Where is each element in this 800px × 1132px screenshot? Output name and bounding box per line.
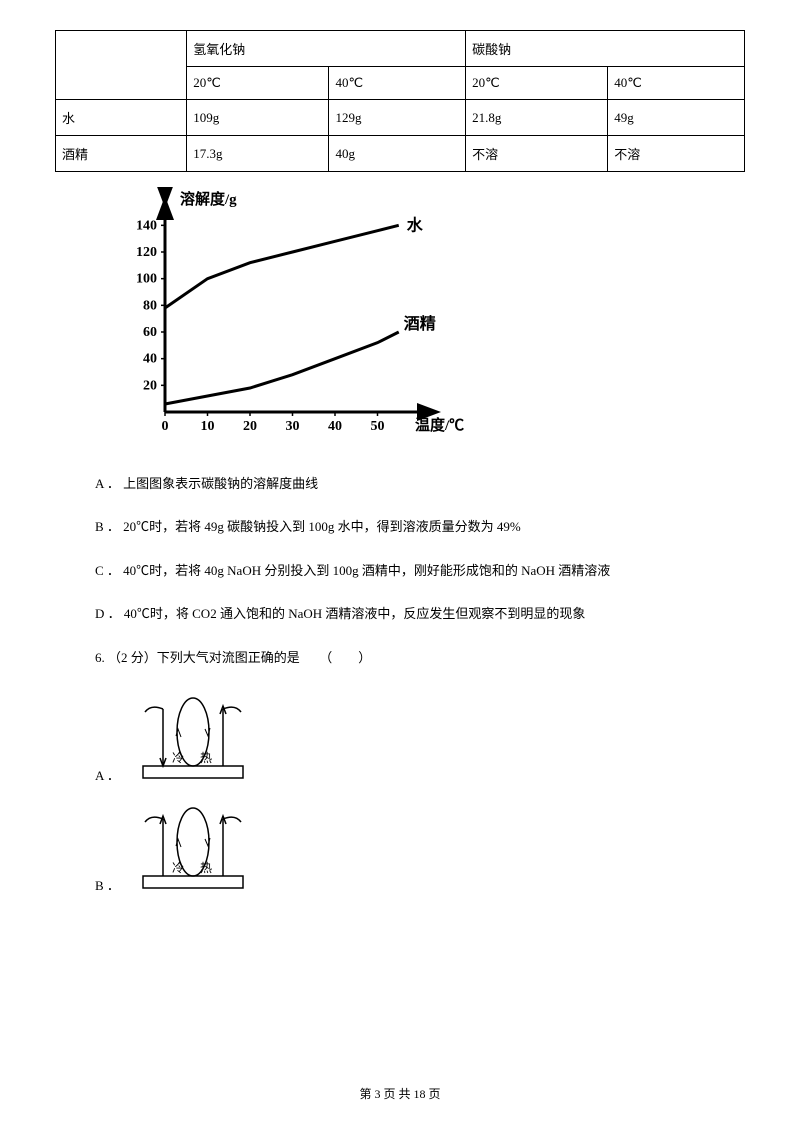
svg-text:水: 水 xyxy=(407,215,424,234)
diagram-b-label: B ． xyxy=(95,875,120,894)
svg-text:溶解度/g: 溶解度/g xyxy=(180,190,237,208)
svg-text:20: 20 xyxy=(243,419,257,434)
diagram-option-b: B ． 冷热 xyxy=(95,804,745,894)
svg-text:冷: 冷 xyxy=(172,861,184,875)
row-alcohol-v1: 17.3g xyxy=(187,136,329,172)
svg-text:80: 80 xyxy=(143,298,157,313)
temp-4: 40℃ xyxy=(608,67,745,100)
option-c: C ． 40℃时，若将 40g NaOH 分别投入到 100g 酒精中，刚好能形… xyxy=(95,559,745,582)
table-header-2: 碳酸钠 xyxy=(466,31,745,67)
svg-text:100: 100 xyxy=(136,272,157,287)
solubility-table: 氢氧化钠 碳酸钠 20℃ 40℃ 20℃ 40℃ 水 109g 129g 21.… xyxy=(55,30,745,172)
chart-svg: 140 120 100 80 60 40 20 0 10 20 30 40 50 溶解度/g 温度/℃ 水酒精 xyxy=(110,187,470,447)
svg-text:10: 10 xyxy=(201,419,215,434)
svg-text:0: 0 xyxy=(162,419,169,434)
solubility-chart: 140 120 100 80 60 40 20 0 10 20 30 40 50 溶解度/g 温度/℃ 水酒精 xyxy=(110,187,745,447)
page-footer: 第 3 页 共 18 页 xyxy=(0,1085,800,1102)
svg-text:40: 40 xyxy=(143,352,157,367)
row-water-label: 水 xyxy=(56,100,187,136)
diagram-option-a: A ． 冷热 xyxy=(95,694,745,784)
svg-text:140: 140 xyxy=(136,218,157,233)
svg-text:60: 60 xyxy=(143,325,157,340)
svg-text:热: 热 xyxy=(200,751,212,765)
row-alcohol-v3: 不溶 xyxy=(466,136,608,172)
row-water-v4: 49g xyxy=(608,100,745,136)
option-a: A ． 上图图象表示碳酸钠的溶解度曲线 xyxy=(95,472,745,495)
temp-1: 20℃ xyxy=(187,67,329,100)
row-alcohol-label: 酒精 xyxy=(56,136,187,172)
svg-text:40: 40 xyxy=(328,419,342,434)
row-water-v3: 21.8g xyxy=(466,100,608,136)
row-water-v1: 109g xyxy=(187,100,329,136)
diagram-a-label: A ． xyxy=(95,765,120,784)
row-alcohol-v4: 不溶 xyxy=(608,136,745,172)
temp-3: 20℃ xyxy=(466,67,608,100)
svg-text:酒精: 酒精 xyxy=(404,314,436,333)
svg-text:30: 30 xyxy=(286,419,300,434)
question-6: 6. （2 分）下列大气对流图正确的是 （ ） xyxy=(95,646,745,669)
option-d: D ． 40℃时，将 CO2 通入饱和的 NaOH 酒精溶液中，反应发生但观察不… xyxy=(95,602,745,625)
table-header-1: 氢氧化钠 xyxy=(187,31,466,67)
convection-diagram-b: 冷热 xyxy=(128,804,258,894)
svg-text:120: 120 xyxy=(136,245,157,260)
option-b: B ． 20℃时，若将 49g 碳酸钠投入到 100g 水中，得到溶液质量分数为… xyxy=(95,515,745,538)
row-alcohol-v2: 40g xyxy=(329,136,466,172)
svg-text:冷: 冷 xyxy=(172,751,184,765)
convection-diagram-a: 冷热 xyxy=(128,694,258,784)
svg-text:热: 热 xyxy=(200,861,212,875)
temp-2: 40℃ xyxy=(329,67,466,100)
svg-text:温度/℃: 温度/℃ xyxy=(415,416,464,434)
row-water-v2: 129g xyxy=(329,100,466,136)
svg-text:50: 50 xyxy=(371,419,385,434)
svg-text:20: 20 xyxy=(143,378,157,393)
